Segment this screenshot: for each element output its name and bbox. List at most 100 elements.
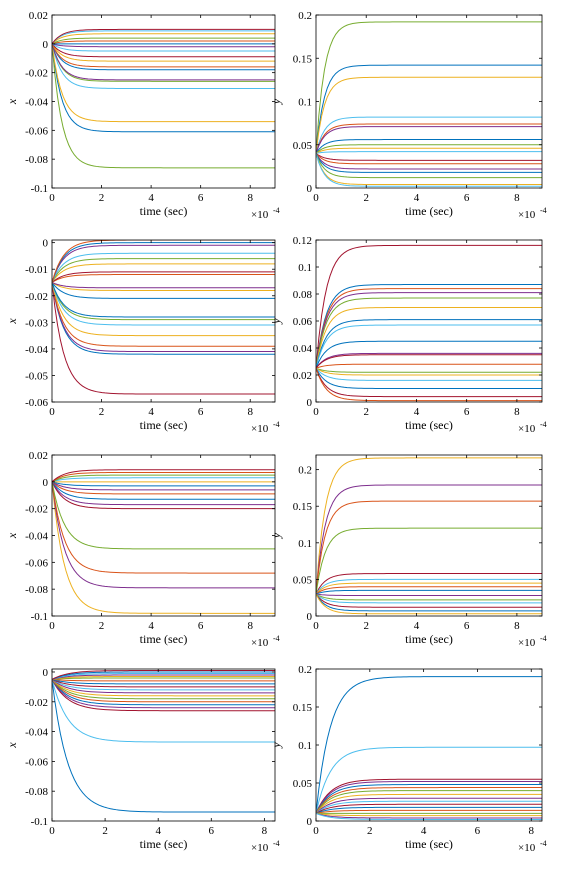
x-tick-label: 6 <box>198 192 204 204</box>
x-tick-label: 4 <box>148 620 154 632</box>
series-line-7 <box>316 139 542 154</box>
x-tick-label: 8 <box>247 620 253 632</box>
y-tick-label: -0.06 <box>25 756 48 768</box>
series-line-5 <box>316 297 542 369</box>
series-line-7 <box>316 582 542 595</box>
series-line-4 <box>316 116 542 154</box>
series-line-19 <box>52 669 275 680</box>
x-tick-label: 8 <box>514 192 520 204</box>
series-line-13 <box>52 678 275 682</box>
y-tick-label: 0.05 <box>293 574 313 586</box>
x-tick-label: 6 <box>475 825 481 837</box>
x-axis-label: time (sec) <box>140 418 188 432</box>
y-tick-label: -0.02 <box>25 504 48 516</box>
y-tick-label: -0.1 <box>31 611 48 623</box>
x-axis-multiplier: ×10 <box>251 423 269 435</box>
series-line-15 <box>316 812 542 817</box>
y-tick-label: 0.15 <box>293 53 313 65</box>
series-line-14 <box>316 153 542 173</box>
y-tick-label: -0.04 <box>25 727 48 739</box>
series-line-4 <box>316 527 542 595</box>
y-axis-label: y <box>269 98 283 105</box>
series-line-1 <box>316 21 542 154</box>
series-line-7 <box>316 319 542 369</box>
plot-area <box>52 669 275 821</box>
series-line-17 <box>52 30 275 45</box>
x-tick-label: 4 <box>414 620 420 632</box>
x-tick-label: 4 <box>421 825 427 837</box>
series-line-10 <box>316 593 542 597</box>
series-line-6 <box>316 307 542 369</box>
series-line-12 <box>52 43 275 48</box>
series-line-16 <box>316 812 542 819</box>
y-tick-label: -0.06 <box>25 557 48 569</box>
y-tick-label: 0.05 <box>293 778 313 790</box>
y-tick-label: 0.2 <box>298 10 312 22</box>
y-axis-label: x <box>5 532 19 539</box>
series-line-7 <box>52 679 275 700</box>
x-tick-label: 4 <box>414 192 420 204</box>
y-tick-label: 0 <box>307 397 313 409</box>
series-line-2 <box>316 64 542 154</box>
series-line-2 <box>52 481 275 589</box>
series-line-3 <box>316 778 542 814</box>
series-line-17 <box>52 244 275 283</box>
series-line-17 <box>316 153 542 187</box>
x-tick-label: 4 <box>414 406 420 418</box>
series-line-10 <box>316 800 542 814</box>
series-line-6 <box>316 578 542 595</box>
chart-panel-row2-right: 0 2 4 6 8 0 0.02 0.04 0.06 0.08 0.1 0.12 time (sec) ×… <box>269 235 547 435</box>
series-line-6 <box>52 282 275 326</box>
y-tick-label: 0.2 <box>298 465 312 477</box>
series-line-3 <box>52 481 275 574</box>
series-line-15 <box>316 367 542 381</box>
x-tick-label: 6 <box>464 406 470 418</box>
series-line-12 <box>52 477 275 483</box>
series-line-12 <box>52 274 275 283</box>
chart-panel-row2-left: 0 2 4 6 8 -0.06 -0.05 -0.04 -0.03 -0.02 -0.01 0 time… <box>5 238 280 435</box>
series-line-14 <box>52 677 275 680</box>
series-line-8 <box>52 679 275 697</box>
x-tick-label: 0 <box>49 825 55 837</box>
series-line-6 <box>52 43 275 81</box>
series-line-5 <box>52 282 275 337</box>
series-line-2 <box>52 679 275 743</box>
y-tick-label: -0.02 <box>25 697 48 709</box>
series-line-2 <box>52 43 275 133</box>
series-line-6 <box>316 787 542 814</box>
y-tick-label: 0 <box>43 667 49 679</box>
x-axis-multiplier: ×10 <box>518 842 536 854</box>
y-tick-label: -0.04 <box>25 344 48 356</box>
x-axis-label: time (sec) <box>405 837 453 851</box>
plot-area <box>52 240 275 402</box>
y-tick-label: -0.06 <box>25 397 48 409</box>
series-group <box>52 240 275 395</box>
series-line-4 <box>52 43 275 90</box>
series-line-10 <box>52 679 275 691</box>
plot-area <box>316 15 542 188</box>
series-line-13 <box>316 593 542 608</box>
series-line-15 <box>316 153 542 179</box>
x-tick-label: 0 <box>49 192 55 204</box>
series-line-3 <box>52 43 275 123</box>
x-tick-label: 4 <box>148 406 154 418</box>
series-line-5 <box>52 43 275 82</box>
x-axis-multiplier: ×10 <box>251 842 269 854</box>
x-axis-label: time (sec) <box>140 204 188 218</box>
x-axis-label: time (sec) <box>405 418 453 432</box>
series-line-18 <box>52 242 275 283</box>
y-tick-label: 0.1 <box>298 538 312 550</box>
x-axis-label: time (sec) <box>140 632 188 646</box>
x-tick-label: 8 <box>528 825 534 837</box>
y-tick-label: 0.05 <box>293 140 313 152</box>
series-group <box>52 469 275 614</box>
series-group <box>52 669 275 813</box>
y-tick-label: -0.04 <box>25 531 48 543</box>
series-line-9 <box>52 481 275 491</box>
x-axis-label: time (sec) <box>140 837 188 851</box>
series-line-5 <box>316 784 542 814</box>
y-axis-label: y <box>269 742 283 749</box>
series-line-7 <box>316 790 542 814</box>
series-line-18 <box>52 28 275 45</box>
